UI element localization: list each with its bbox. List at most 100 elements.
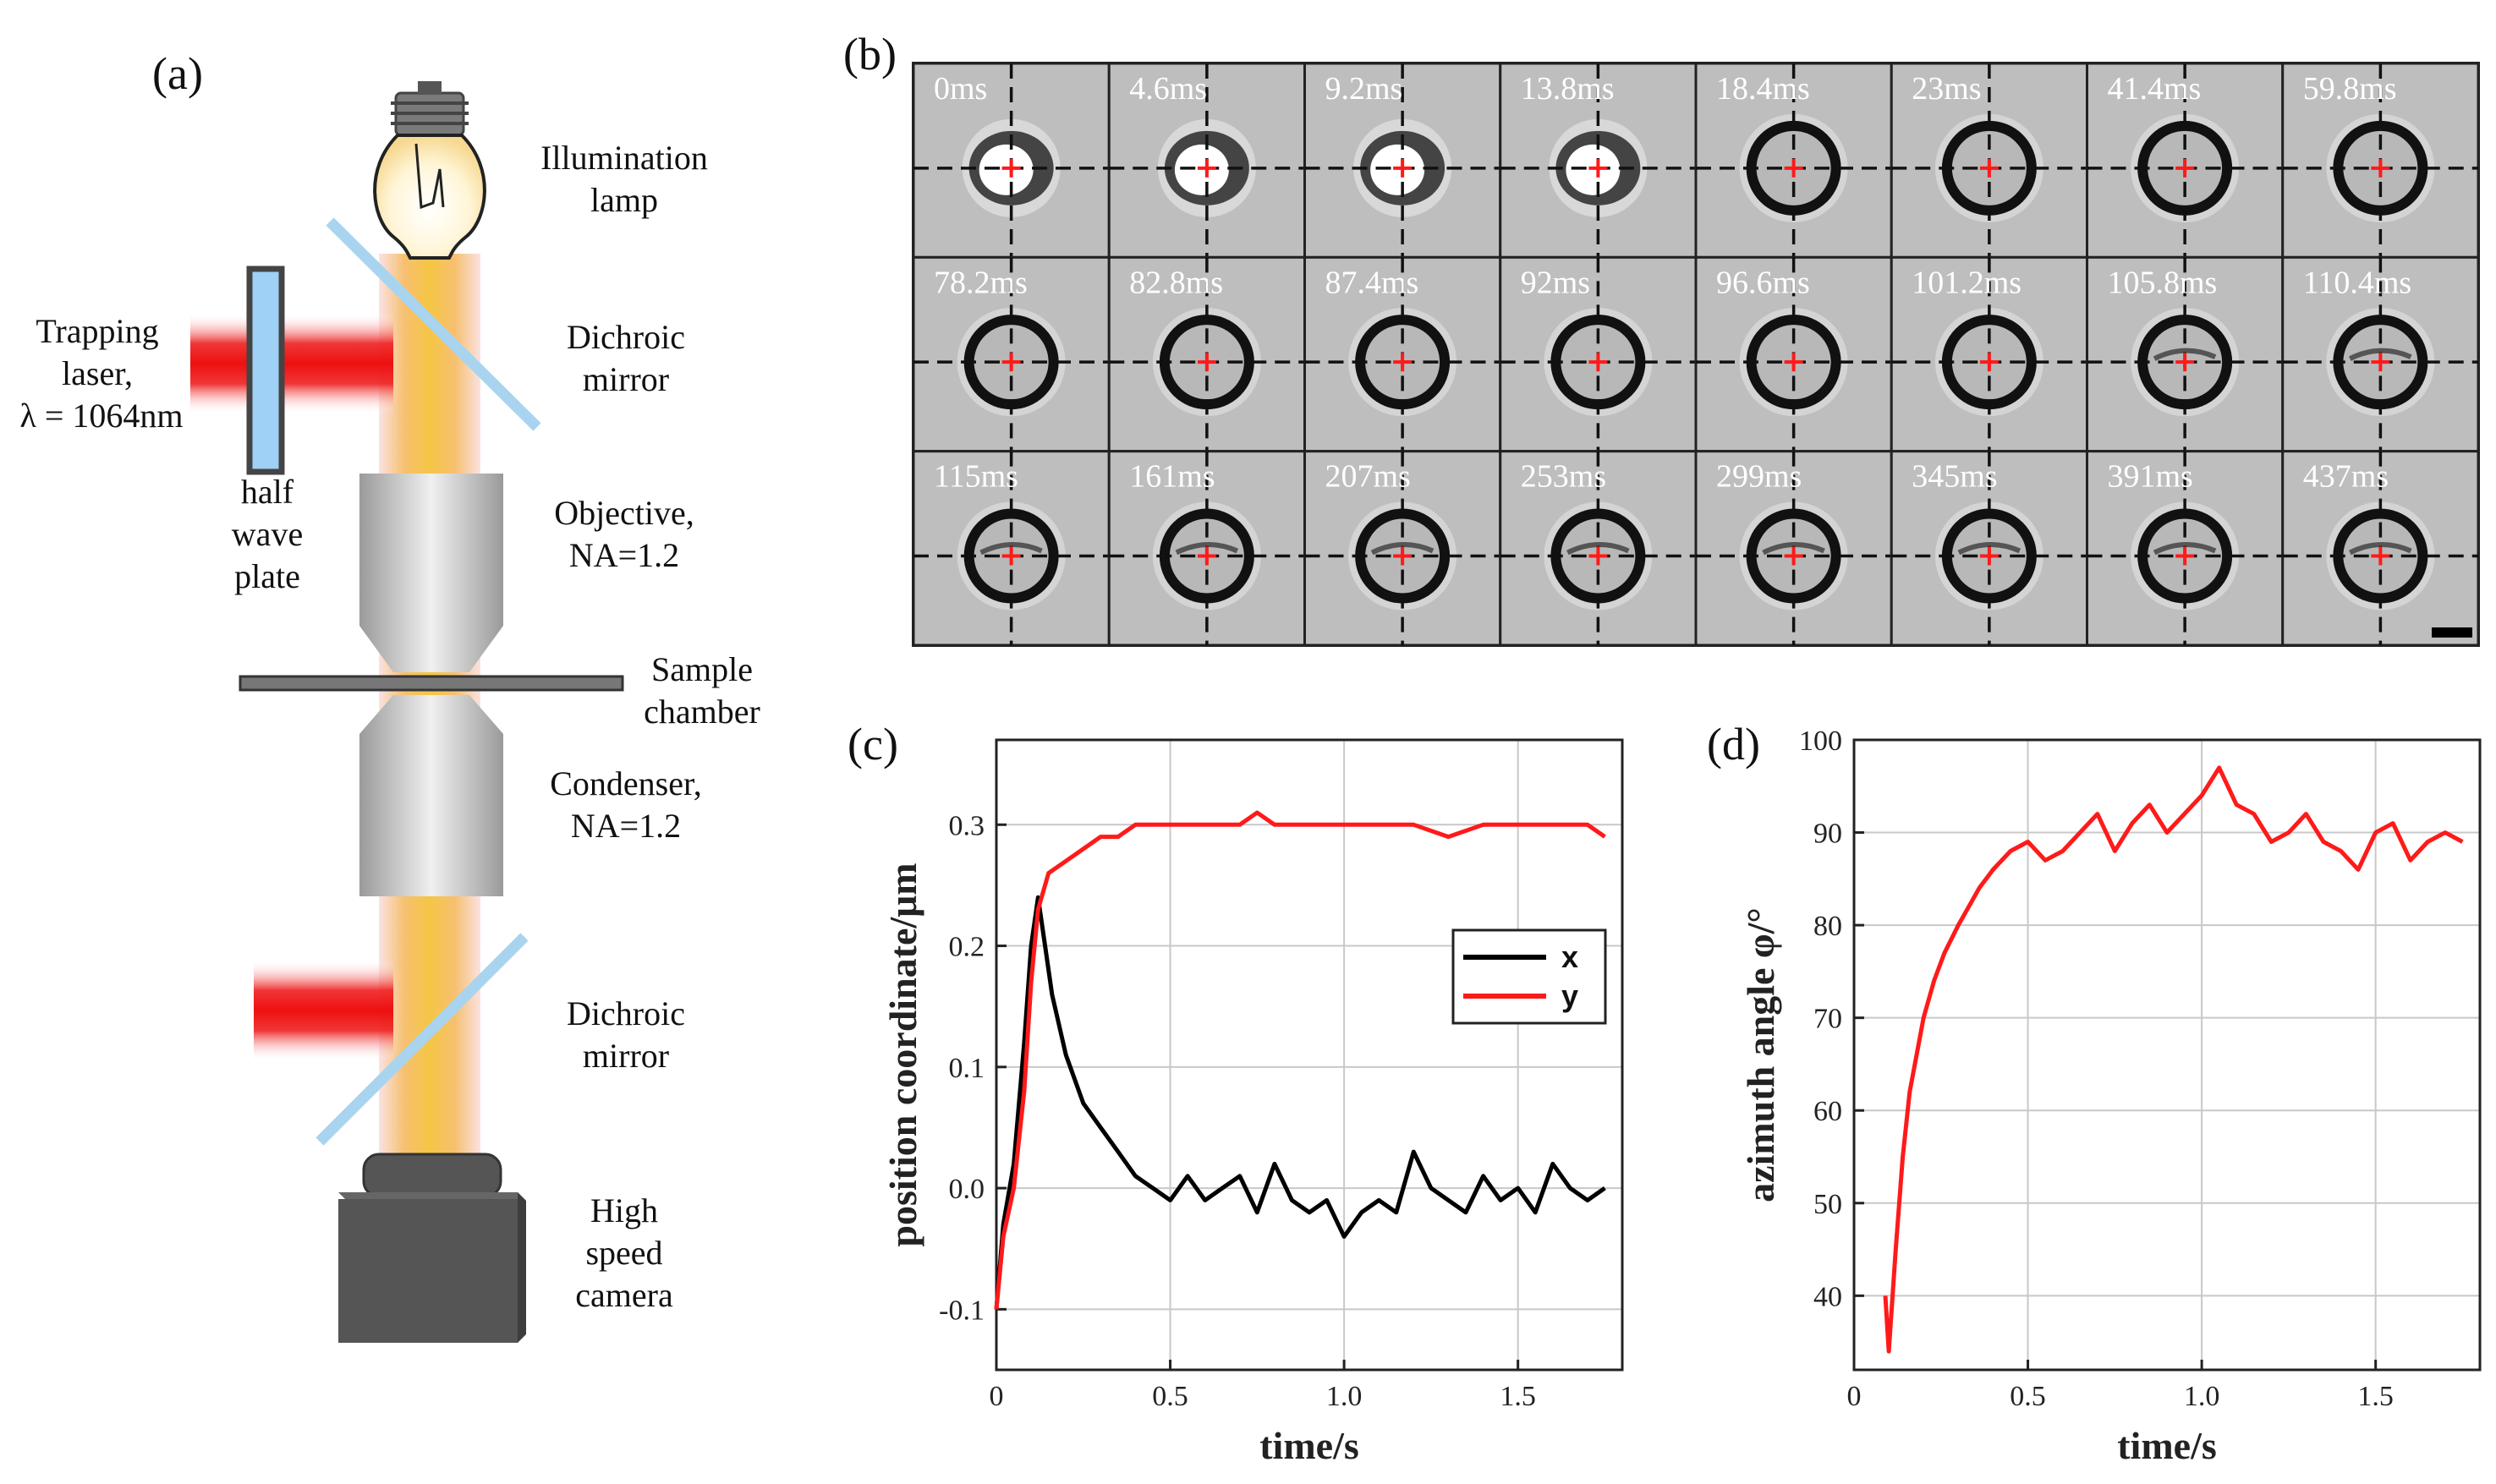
- frame-label: 78.2ms: [934, 265, 1028, 300]
- frame-label: 110.4ms: [2303, 265, 2411, 300]
- frame-label: 299ms: [1716, 459, 1802, 495]
- label-illumination-1: Illumination: [540, 139, 708, 177]
- label-condenser-1: Condenser,: [550, 764, 701, 802]
- series-line-azimuth: [1883, 765, 2464, 1354]
- frame-cell: 13.8ms: [1499, 62, 1698, 259]
- frame-label: 101.2ms: [1912, 265, 2021, 300]
- frame-cell: 59.8ms: [2281, 62, 2480, 259]
- frame-label: 41.4ms: [2108, 71, 2202, 107]
- label-camera-2: speed: [585, 1234, 662, 1272]
- scale-bar: [2432, 627, 2472, 638]
- panel-label-d: (d): [1707, 719, 1760, 769]
- condenser-lens: [359, 695, 503, 734]
- frame-cell: 23ms: [1890, 62, 2088, 259]
- legend-label-x: x: [1561, 939, 1578, 974]
- frame-label: 0ms: [934, 71, 987, 107]
- frame-cell: 299ms: [1694, 450, 1893, 647]
- frame-label: 59.8ms: [2303, 71, 2397, 107]
- x-tick-label: 0.5: [2010, 1381, 2046, 1412]
- frame-cell: 105.8ms: [2086, 255, 2285, 453]
- frame-label: 4.6ms: [1129, 71, 1207, 107]
- label-halfwave-2: wave: [232, 515, 303, 553]
- frame-label: 437ms: [2303, 459, 2389, 495]
- label-dichroic1-1: Dichroic: [567, 318, 685, 356]
- panel-label-b: (b): [843, 29, 897, 79]
- x-tick-label: 1.5: [1500, 1381, 1536, 1412]
- label-illumination-2: lamp: [590, 181, 658, 219]
- frame-label: 87.4ms: [1325, 265, 1419, 300]
- label-trapping-2: laser,: [62, 354, 133, 392]
- frame-cell: 92ms: [1499, 255, 1698, 453]
- panel-c-position-chart: (c) 0 0.5 1.0 1.5 -0.1 0.0 0.1 0.2 0.3 time/s posi…: [848, 719, 1624, 1467]
- frame-cell: 437ms: [2281, 450, 2480, 647]
- x-axis-title: time/s: [1259, 1424, 1359, 1467]
- label-halfwave-1: half: [241, 473, 294, 511]
- half-wave-plate: [246, 266, 285, 475]
- label-camera-1: High: [590, 1191, 658, 1229]
- x-tick-label: 0: [1847, 1381, 1862, 1412]
- frame-cell: 0ms: [912, 62, 1111, 259]
- x-tick-label: 1.0: [2184, 1381, 2220, 1412]
- frame-label: 23ms: [1912, 71, 1981, 107]
- x-axis-title: time/s: [2117, 1424, 2217, 1467]
- frame-cell: 4.6ms: [1107, 62, 1306, 259]
- frame-cell: 110.4ms: [2281, 255, 2480, 453]
- y-axis-title: position coordinate/μm: [881, 862, 924, 1246]
- y-tick-label: 100: [1799, 726, 1842, 757]
- frame-cell: 115ms: [912, 450, 1111, 647]
- frame-label: 92ms: [1521, 265, 1590, 300]
- frame-cell: 101.2ms: [1890, 255, 2088, 453]
- series-line-x: [994, 895, 1606, 1310]
- x-tick-label: 0.5: [1152, 1381, 1188, 1412]
- label-sample-2: chamber: [644, 693, 760, 731]
- frame-label: 13.8ms: [1521, 71, 1615, 107]
- chart-d: 0 0.5 1.0 1.5 40 50 60 70 80 90 100 time/s azimuth a…: [1739, 726, 2482, 1467]
- objective-lens: [359, 474, 503, 626]
- frame-cell: 345ms: [1890, 450, 2088, 647]
- panel-label-a: (a): [152, 48, 203, 99]
- y-axis-title: azimuth angle φ/°: [1739, 907, 1782, 1202]
- chart-c: 0 0.5 1.0 1.5 -0.1 0.0 0.1 0.2 0.3 time/s position…: [881, 738, 1624, 1467]
- frame-label: 207ms: [1325, 459, 1411, 495]
- dichroic-mirror-1: [326, 217, 541, 431]
- frame-cell: 391ms: [2086, 450, 2285, 647]
- y-tick-label: 0.0: [949, 1174, 985, 1205]
- legend-label-y: y: [1561, 978, 1578, 1013]
- frame-label: 253ms: [1521, 459, 1606, 495]
- x-tick-label: 1.0: [1326, 1381, 1363, 1412]
- y-tick-label: 80: [1813, 911, 1842, 942]
- lamp-icon: [373, 81, 486, 260]
- panel-d-azimuth-chart: (d) 0 0.5 1.0 1.5 40 50 60 70 80 90 100 time/s azimu…: [1707, 719, 2482, 1467]
- frame-label: 96.6ms: [1716, 265, 1810, 300]
- x-tick-label: 1.5: [2357, 1381, 2394, 1412]
- frame-label: 161ms: [1129, 459, 1215, 495]
- y-tick-label: 0.1: [949, 1053, 985, 1084]
- label-trapping-3: λ = 1064nm: [19, 397, 183, 435]
- label-camera-3: camera: [575, 1276, 673, 1314]
- y-tick-label: -0.1: [939, 1295, 985, 1326]
- y-tick-label: 60: [1813, 1096, 1842, 1127]
- frame-cell: 78.2ms: [912, 255, 1111, 453]
- label-objective-2: NA=1.2: [569, 536, 679, 574]
- legend: xy: [1451, 928, 1607, 1025]
- frame-cell: 96.6ms: [1694, 255, 1893, 453]
- frame-label: 115ms: [934, 459, 1018, 495]
- label-dichroic2-2: mirror: [583, 1037, 669, 1075]
- frame-label: 345ms: [1912, 459, 1997, 495]
- frame-cell: 41.4ms: [2086, 62, 2285, 259]
- frame-cells: 0ms 4.6ms 9.2ms 13.8ms 18.4ms 23ms 41.4ms 59.8m…: [912, 62, 2480, 647]
- label-dichroic2-1: Dichroic: [567, 994, 685, 1032]
- y-tick-label: 70: [1813, 1004, 1842, 1035]
- frame-cell: 161ms: [1107, 450, 1306, 647]
- frame-label: 391ms: [2108, 459, 2193, 495]
- frame-label: 82.8ms: [1129, 265, 1223, 300]
- output-laser-beam: [254, 960, 393, 1061]
- label-sample-1: Sample: [651, 650, 753, 688]
- series-line-y: [994, 810, 1606, 1310]
- y-tick-label: 0.2: [949, 932, 985, 963]
- panel-b-frames: (b) 0ms 4.6ms 9.2ms 13.8ms 18.4ms 23ms 41.4ms 5…: [843, 29, 2480, 647]
- frame-label: 18.4ms: [1716, 71, 1810, 107]
- trapping-laser-beam: [190, 313, 393, 414]
- frame-cell: 207ms: [1303, 450, 1502, 647]
